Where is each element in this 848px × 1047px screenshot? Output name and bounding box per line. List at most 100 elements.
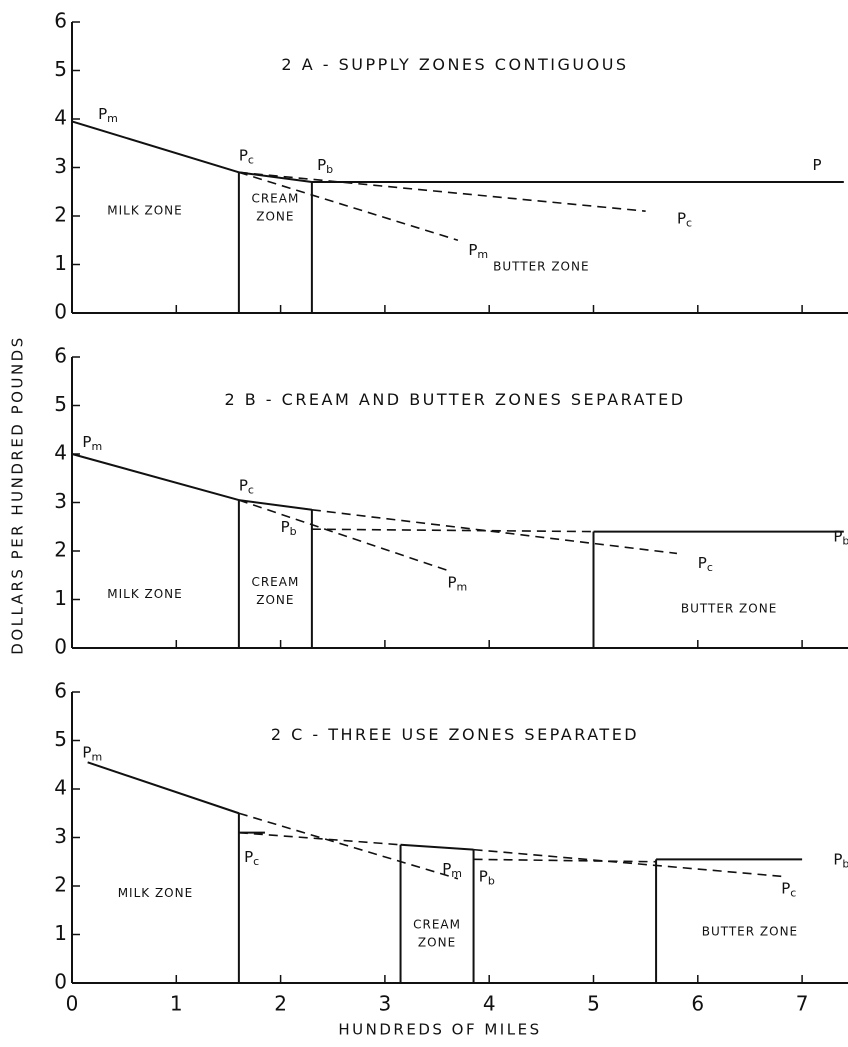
line-label: Pb xyxy=(833,527,848,548)
price-line xyxy=(473,848,782,878)
line-label: Pm xyxy=(442,860,462,881)
line-label: Pm xyxy=(82,432,102,453)
price-line xyxy=(238,499,313,511)
line-label-sub: c xyxy=(248,484,254,497)
line-label-sub: b xyxy=(290,525,297,538)
zone-label: CREAM xyxy=(413,917,461,931)
line-label-sub: m xyxy=(107,112,118,125)
price-line xyxy=(400,843,474,851)
price-line xyxy=(71,120,240,174)
y-tick-label: 1 xyxy=(54,586,67,610)
line-label-sub: m xyxy=(457,581,468,594)
line-label-main: P xyxy=(813,156,822,174)
line-label-main: P xyxy=(239,476,248,494)
line-label: Pc xyxy=(677,209,692,230)
y-tick-label: 0 xyxy=(54,300,67,324)
line-label-main: P xyxy=(281,517,290,535)
line-label: Pm xyxy=(82,743,102,764)
line-label: Pc xyxy=(244,847,259,868)
line-label-sub: c xyxy=(253,855,259,868)
x-tick-label: 6 xyxy=(691,992,704,1016)
y-axis-label: DOLLARS PER HUNDRED POUNDS xyxy=(9,335,27,654)
x-tick-label: 7 xyxy=(796,992,809,1016)
x-tick-label: 3 xyxy=(379,992,392,1016)
line-label: Pm xyxy=(447,573,467,594)
line-label: Pb xyxy=(833,850,848,871)
line-label-main: P xyxy=(677,209,686,227)
line-label: Pc xyxy=(239,476,254,497)
line-label: Pc xyxy=(698,554,713,575)
y-tick-label: 4 xyxy=(54,441,67,465)
line-label-sub: c xyxy=(707,561,713,574)
y-tick-label: 1 xyxy=(54,251,67,275)
line-label-main: P xyxy=(244,847,253,865)
line-label-sub: b xyxy=(488,874,495,887)
line-label-main: P xyxy=(82,432,91,450)
y-tick-label: 6 xyxy=(54,679,67,703)
line-label-sub: c xyxy=(248,153,254,166)
line-label: Pm xyxy=(468,240,488,261)
price-line xyxy=(238,171,313,184)
line-label: Pm xyxy=(98,105,118,126)
y-tick-label: 2 xyxy=(54,203,67,227)
price-line xyxy=(311,528,594,533)
zone-label: BUTTER ZONE xyxy=(702,925,798,939)
line-label: P xyxy=(813,156,822,174)
chart-title: 2 A - SUPPLY ZONES CONTIGUOUS xyxy=(281,55,628,74)
line-label-main: P xyxy=(698,554,707,572)
line-label-sub: m xyxy=(91,440,102,453)
y-tick-label: 2 xyxy=(54,538,67,562)
price-line xyxy=(71,453,240,502)
price-line xyxy=(238,812,459,880)
line-label-sub: c xyxy=(686,216,692,229)
price-line xyxy=(473,858,657,863)
line-label-main: P xyxy=(833,850,842,868)
line-label: Pb xyxy=(281,517,297,538)
line-label: Pc xyxy=(781,879,796,900)
price-line xyxy=(238,831,401,846)
line-label-sub: c xyxy=(790,886,796,899)
zone-label: MILK ZONE xyxy=(107,204,183,218)
y-tick-label: 3 xyxy=(54,489,67,513)
zone-label: CREAM xyxy=(251,192,299,206)
x-tick-label: 4 xyxy=(483,992,496,1016)
zone-label: ZONE xyxy=(418,935,456,949)
zone-label: ZONE xyxy=(256,210,294,224)
y-tick-label: 6 xyxy=(54,344,67,368)
y-tick-label: 5 xyxy=(54,727,67,751)
price-line xyxy=(238,499,448,572)
price-line xyxy=(311,508,678,555)
line-label: Pc xyxy=(239,146,254,167)
line-label-main: P xyxy=(833,527,842,545)
y-tick-label: 3 xyxy=(54,154,67,178)
line-label-main: P xyxy=(447,573,456,591)
y-tick-label: 1 xyxy=(54,921,67,945)
y-tick-label: 0 xyxy=(54,635,67,659)
x-tick-label: 0 xyxy=(66,992,79,1016)
line-label-main: P xyxy=(479,867,488,885)
y-tick-label: 4 xyxy=(54,106,67,130)
line-label-sub: b xyxy=(326,163,333,176)
zone-label: ZONE xyxy=(256,593,294,607)
y-tick-label: 2 xyxy=(54,873,67,897)
line-label-main: P xyxy=(442,860,451,878)
price-line xyxy=(87,761,240,815)
chart-title: 2 B - CREAM AND BUTTER ZONES SEPARATED xyxy=(224,390,685,409)
y-tick-label: 5 xyxy=(54,57,67,81)
line-label-main: P xyxy=(781,879,790,897)
line-label-main: P xyxy=(317,156,326,174)
line-label-main: P xyxy=(468,240,477,258)
line-label-sub: m xyxy=(91,751,102,764)
zone-label: BUTTER ZONE xyxy=(493,259,589,273)
line-label-sub: b xyxy=(842,534,848,547)
x-axis-label: HUNDREDS OF MILES xyxy=(338,1021,541,1039)
x-tick-label: 5 xyxy=(587,992,600,1016)
y-tick-label: 0 xyxy=(54,970,67,994)
zone-label: CREAM xyxy=(251,575,299,589)
price-line xyxy=(238,171,646,212)
y-tick-label: 6 xyxy=(54,9,67,33)
x-tick-label: 1 xyxy=(170,992,183,1016)
line-label-sub: b xyxy=(842,857,848,870)
y-tick-label: 3 xyxy=(54,824,67,848)
